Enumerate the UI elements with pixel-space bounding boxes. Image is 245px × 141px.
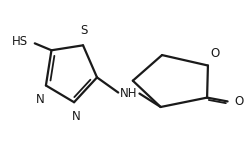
Text: N: N [72,110,81,123]
Text: S: S [81,24,88,37]
Text: O: O [235,95,244,108]
Text: HS: HS [12,35,28,48]
Text: N: N [36,93,44,106]
Text: O: O [210,47,220,60]
Text: NH: NH [120,87,138,100]
